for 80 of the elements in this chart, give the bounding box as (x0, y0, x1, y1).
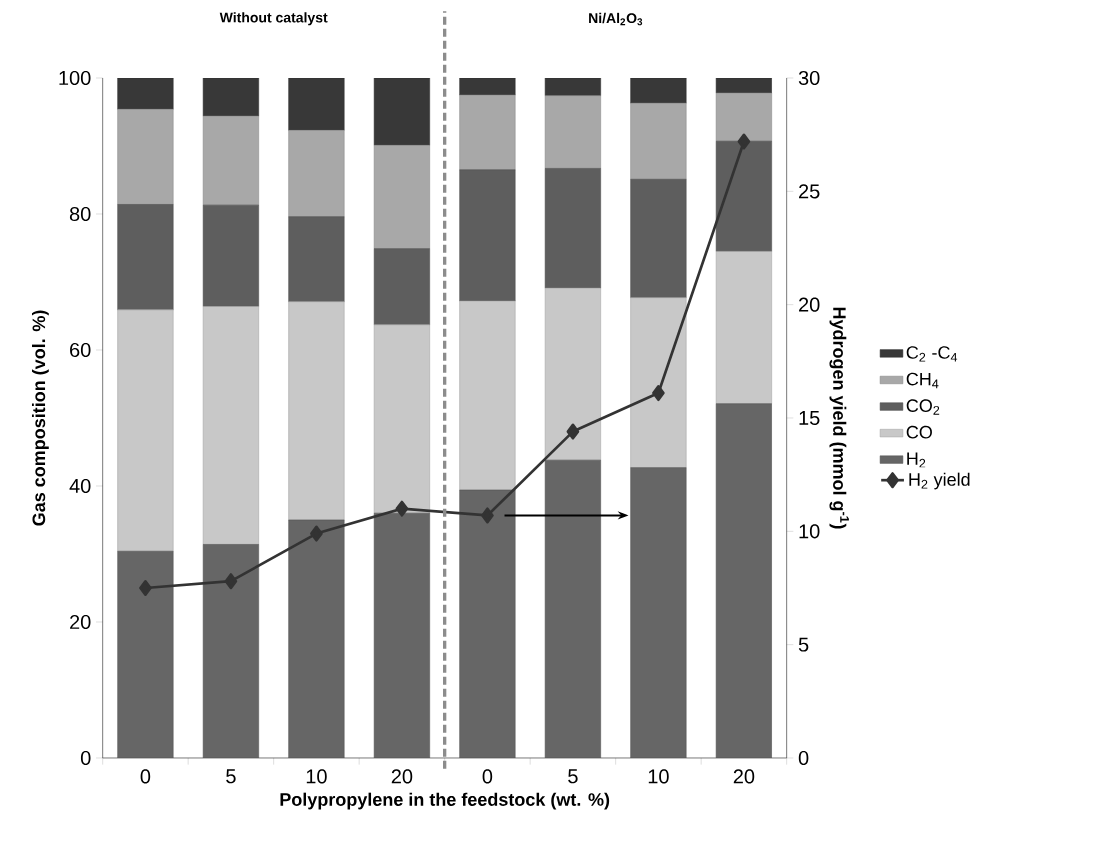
bar (288, 216, 345, 302)
bar (373, 77, 430, 146)
bar (459, 77, 516, 96)
point (481, 507, 494, 524)
bar (288, 519, 345, 758)
x-tick-label: 5 (226, 769, 236, 784)
x-axis-title: Polypropylene in the feedstock (wt. %) (280, 792, 610, 810)
y2-tick-label: 30 (798, 70, 820, 86)
y-axis-title: Gas composition (vol. %) (31, 310, 49, 526)
bar (117, 551, 174, 758)
point (566, 423, 580, 440)
point (139, 579, 152, 596)
bar (715, 92, 772, 142)
bar (373, 248, 430, 326)
y2-axis-title: Hydrogen yield (mmol g$^{-1}$) (829, 307, 849, 529)
y2-tick-label: 25 (799, 184, 820, 199)
bar (288, 301, 345, 521)
bar (630, 77, 687, 104)
x-tick-label: 0 (140, 769, 151, 784)
bar (544, 77, 601, 96)
y2-tick-label: 10 (799, 524, 820, 539)
bar (202, 204, 259, 307)
legend-label: CO (906, 425, 932, 439)
bar (715, 77, 772, 94)
point (224, 573, 238, 590)
bar (288, 130, 345, 217)
x-tick-label: 5 (568, 769, 578, 784)
bar (373, 512, 430, 758)
bar (202, 77, 259, 117)
bar (459, 300, 516, 491)
bar (544, 95, 601, 169)
x-tick-label: 0 (482, 769, 493, 784)
y2-tick-label: 20 (799, 297, 820, 312)
y2-tick-label: 0 (798, 750, 809, 766)
bar (630, 179, 687, 298)
bar (544, 459, 601, 758)
y-tick-label: 20 (70, 614, 91, 630)
bar (715, 403, 772, 758)
text: Ni/Al$_{2}$O$_{3}$ (589, 12, 643, 26)
bar (459, 169, 516, 302)
y2-tick-label: 5 (798, 637, 809, 652)
bar (459, 94, 516, 171)
bar (202, 115, 259, 206)
bar (117, 109, 174, 205)
point (395, 500, 409, 517)
bar (117, 204, 174, 311)
x-tick-label: 20 (391, 769, 413, 784)
bar (202, 544, 259, 758)
bar (630, 297, 687, 468)
x-tick-label: 10 (648, 769, 669, 784)
bar (715, 251, 772, 404)
bar (288, 77, 345, 131)
legend-label: C$_{2}$ -C$_{4}$ (906, 346, 958, 362)
y-tick-label: 100 (59, 70, 91, 86)
bar (630, 467, 687, 758)
x-tick-label: 20 (733, 769, 755, 784)
bar (373, 145, 430, 249)
bar (630, 102, 687, 180)
legend-label: H$_{2}$ (907, 452, 926, 468)
bar (459, 489, 516, 758)
point (737, 133, 751, 150)
text: Without catalyst (219, 12, 328, 26)
y-tick-label: 40 (69, 478, 91, 494)
legend-label: CO$_{2}$ (906, 399, 940, 415)
bar (715, 140, 772, 252)
y-tick-label: 60 (70, 342, 91, 358)
bar (117, 77, 174, 110)
bar (117, 309, 174, 552)
x-tick-label: 10 (306, 769, 327, 784)
point (652, 385, 665, 402)
bar (373, 324, 430, 514)
bar (544, 287, 601, 461)
y-tick-label: 0 (80, 750, 91, 766)
bar (544, 168, 601, 289)
y2-tick-label: 15 (799, 411, 820, 425)
legend-label: CH$_{4}$ (906, 372, 939, 389)
legend-label: H$_{2}$ yield (909, 472, 970, 490)
point (310, 525, 323, 542)
y-tick-label: 80 (69, 206, 91, 222)
bar (202, 306, 259, 545)
